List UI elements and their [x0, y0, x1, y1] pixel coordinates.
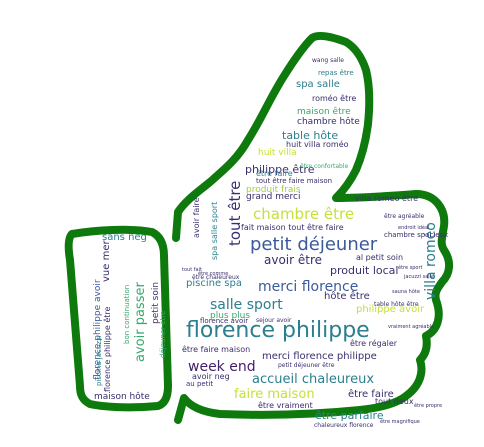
word-cloud-term: florence philippe être — [103, 306, 112, 392]
word-cloud-term: plus plus — [210, 311, 251, 321]
word-cloud-term: accueil chaleureux — [252, 372, 375, 387]
word-cloud-term: petit déjeuner être — [278, 362, 335, 369]
word-cloud-term: petit déjeuner — [250, 234, 378, 255]
hand-shape — [172, 31, 453, 424]
word-cloud-term: endroit idéal — [398, 225, 430, 231]
word-cloud-term: vue mer — [101, 240, 112, 282]
word-cloud-term: être faire maison — [182, 345, 251, 354]
word-cloud-term: fait maison tout être faire — [241, 223, 344, 232]
word-cloud-term: al petit soin — [356, 253, 404, 262]
word-cloud-term: table hôte — [282, 129, 339, 142]
word-cloud-term: maison être — [297, 107, 351, 117]
word-cloud-term: piscine jacuzzi — [95, 335, 103, 386]
word-cloud-term: chambre hôte — [297, 117, 360, 127]
word-cloud-term: jacuzzi salle — [404, 274, 435, 280]
word-cloud-term: week end — [188, 359, 256, 375]
cuff-shape — [64, 225, 172, 412]
word-cloud-term: tout deux — [375, 397, 414, 406]
word-cloud-term: être propre — [414, 403, 443, 409]
word-cloud-term: être régaler — [350, 339, 398, 348]
word-cloud-term: huit villa — [258, 148, 297, 158]
word-cloud-term: avoir faire — [192, 197, 201, 238]
word-cloud-term: grand merci — [246, 192, 301, 202]
word-cloud-term: chaleureux florence — [314, 422, 374, 429]
word-cloud-term: faire maison — [234, 387, 315, 402]
word-cloud-term: sauna hôte — [392, 289, 420, 295]
word-cloud-term: être faire — [256, 169, 293, 178]
word-cloud-term: maison hôte — [94, 392, 150, 402]
word-cloud-term: repas être — [318, 69, 354, 77]
word-cloud-term: spa salle sport — [210, 201, 219, 260]
word-cloud-term: villa romeo être — [355, 194, 419, 203]
word-cloud-term: avoir passer — [133, 282, 148, 362]
word-cloud-term: bon continuation — [123, 284, 131, 344]
word-cloud-term: produit frais — [246, 185, 301, 195]
word-cloud-term: être faire — [348, 389, 394, 400]
word-cloud-term: philippe être — [245, 163, 315, 176]
word-cloud-term: au petit — [186, 380, 214, 388]
word-cloud-term: hôte être — [324, 291, 370, 302]
word-cloud-term: philippe avoir — [356, 304, 425, 315]
word-cloud-term: sans neg — [102, 232, 147, 243]
word-cloud-term: salle sport — [210, 297, 283, 313]
word-cloud-term: chambre spacieux — [384, 231, 449, 239]
word-cloud-term: être confortable — [300, 163, 349, 170]
word-cloud-term: tout être — [226, 180, 244, 246]
word-cloud-term: être comme — [198, 271, 229, 277]
word-cloud-term: chambre être — [253, 205, 355, 223]
word-cloud-term: roméo être — [312, 94, 357, 103]
word-cloud-term: tout fait — [182, 267, 202, 273]
word-cloud-term: produit local — [330, 264, 399, 277]
word-cloud-term: table hôte être — [374, 301, 419, 308]
word-cloud-term: avoir être — [264, 253, 323, 267]
word-cloud-term: avoir neg — [192, 372, 230, 381]
word-cloud-term: être parfaire — [315, 409, 384, 422]
word-cloud-term: piscine spa — [186, 278, 242, 289]
word-cloud-term: merci florence philippe — [262, 351, 377, 362]
word-cloud-term: être vraiment — [258, 401, 313, 410]
word-cloud-term: être sport — [398, 265, 423, 271]
word-cloud-term: florence avoir — [200, 317, 249, 325]
word-cloud-term: huit villa roméo — [286, 140, 349, 149]
word-cloud-term: être magnifique — [380, 419, 420, 425]
word-cloud-term: merci florence — [258, 279, 359, 295]
word-cloud-term: vraiment agréable — [388, 324, 435, 330]
word-cloud-term: déjeuner être — [159, 310, 167, 358]
word-cloud-term: être chaleureux — [192, 274, 240, 281]
word-cloud-term: wang salle — [312, 57, 344, 64]
word-cloud-term: être agréable — [384, 213, 425, 220]
word-cloud-term: florence philippe — [186, 318, 370, 343]
word-cloud-term: sejour avoir — [256, 317, 292, 324]
word-cloud-term: spa salle — [296, 79, 340, 90]
word-cloud-term: tout être faire maison — [256, 177, 333, 185]
